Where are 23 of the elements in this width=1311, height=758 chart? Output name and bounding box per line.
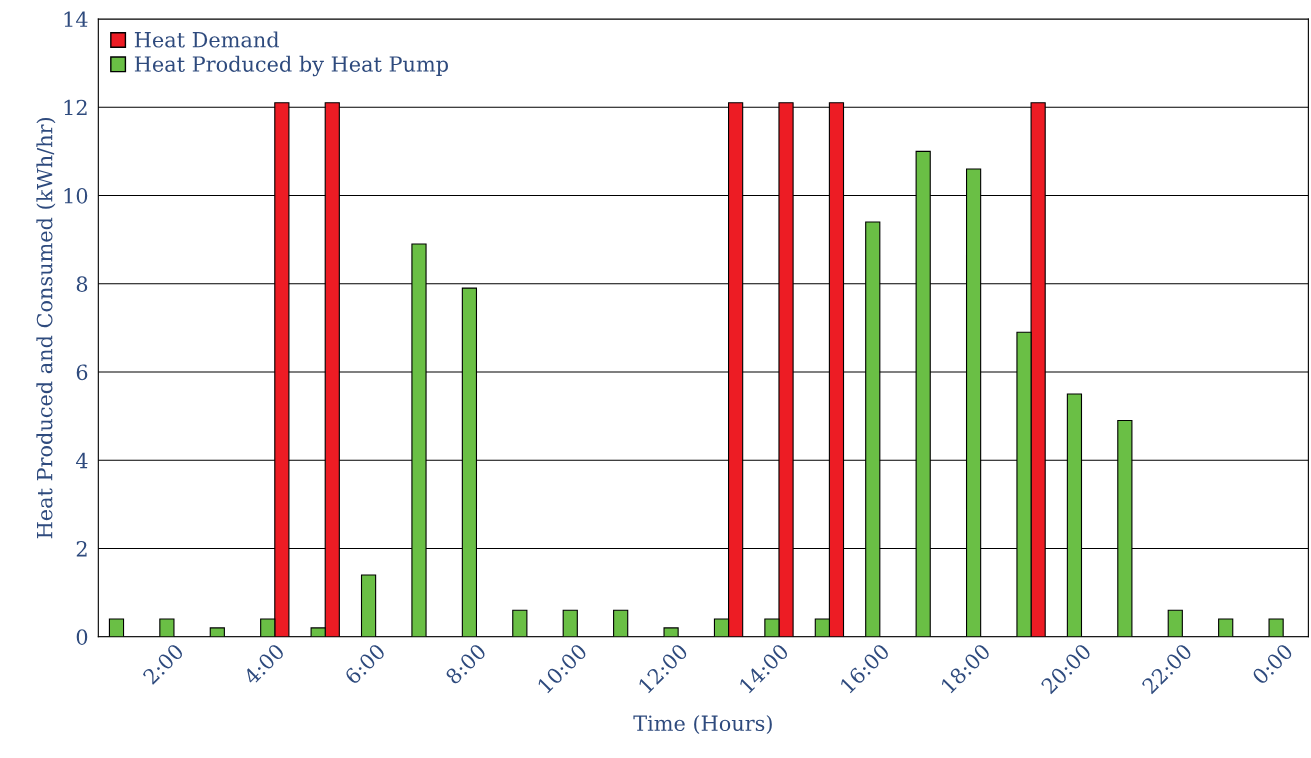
y-tick-label: 10 xyxy=(64,187,88,204)
y-tick-label: 0 xyxy=(76,629,88,645)
x-axis-title: Time (Hours) xyxy=(633,714,772,735)
bar xyxy=(1268,618,1284,637)
y-tick-label: 6 xyxy=(76,364,88,381)
bar xyxy=(209,627,225,637)
y-tick-label: 8 xyxy=(76,276,88,292)
bar xyxy=(108,618,125,637)
y-tick-label: 4 xyxy=(75,452,88,469)
bar xyxy=(562,609,578,637)
legend-label: Heat Produced by Heat Pump xyxy=(134,55,448,77)
y-tick-label: 12 xyxy=(64,99,87,116)
bar xyxy=(613,609,629,637)
bar xyxy=(1167,609,1183,637)
bar xyxy=(159,618,175,637)
y-axis-title: Heat Produced and Consumed (kWh/hr) xyxy=(36,117,56,539)
bar xyxy=(663,627,679,637)
bar xyxy=(360,574,377,637)
legend-label: Heat Demand xyxy=(134,31,279,48)
bar xyxy=(1218,618,1234,637)
bar xyxy=(512,609,528,637)
y-tick-label: 14 xyxy=(64,11,88,27)
y-tick-label: 2 xyxy=(76,540,87,557)
